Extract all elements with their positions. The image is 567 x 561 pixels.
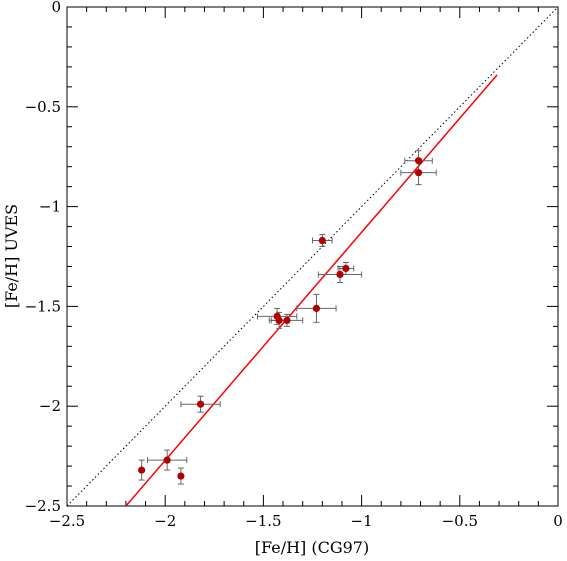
data-point (163, 456, 171, 464)
data-points (138, 157, 423, 480)
data-point (414, 157, 423, 165)
axis-ticks (66, 6, 559, 507)
x-tick-label: −0.5 (442, 512, 478, 530)
data-point (196, 400, 205, 408)
x-axis-label: [Fe/H] (CG97) (255, 538, 369, 557)
x-tick-label: −1.5 (245, 512, 281, 530)
y-tick-label: −2.5 (25, 497, 61, 515)
y-tick-label: −2 (39, 397, 61, 415)
data-point (336, 270, 344, 279)
x-tick-label: 0 (553, 512, 563, 530)
reference-lines (67, 7, 558, 506)
x-tick-label: −2 (154, 512, 176, 530)
data-point (318, 236, 326, 245)
y-tick-label: −1 (39, 198, 61, 216)
y-axis-label: [Fe/H] UVES (2, 204, 21, 308)
fit-line (125, 74, 498, 506)
data-point (275, 316, 283, 324)
x-tick-label: −1 (351, 512, 373, 530)
data-point (283, 316, 291, 324)
x-tick-label: −2.5 (49, 512, 85, 530)
data-point (138, 466, 146, 474)
data-point (342, 264, 350, 273)
data-point (177, 472, 185, 480)
identity-line (67, 7, 558, 506)
axis-tick-labels: −2.5 −2 −1.5 −1 −0.5 0 −2.5 −2 −1.5 −1 −0.5 0 (25, 0, 563, 530)
plot-frame (66, 6, 559, 507)
y-tick-label: 0 (51, 0, 61, 16)
y-tick-label: −0.5 (25, 98, 61, 116)
data-point (312, 304, 321, 312)
y-tick-label: −1.5 (25, 297, 61, 315)
data-point (414, 169, 423, 177)
